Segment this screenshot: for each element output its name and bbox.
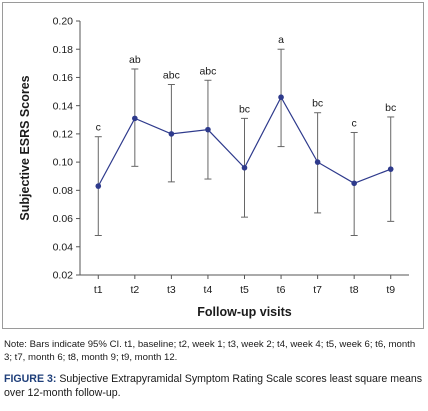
significance-letter: c: [96, 122, 101, 134]
data-point: [168, 131, 175, 137]
figure-caption-label: FIGURE 3:: [4, 373, 57, 385]
significance-letter: bc: [385, 102, 396, 114]
y-tick-label: 0.08: [53, 185, 74, 197]
x-tick-label: t6: [277, 284, 286, 296]
y-tick-label: 0.10: [53, 157, 74, 169]
significance-letter: c: [352, 117, 357, 129]
y-tick-label: 0.06: [53, 213, 74, 225]
significance-letter: abc: [199, 65, 216, 77]
data-point: [278, 94, 284, 100]
data-point: [205, 126, 211, 133]
y-tick-label: 0.18: [53, 44, 74, 56]
y-tick-label: 0.16: [53, 72, 74, 84]
figure-frame: 0.02 0.04 0.06 0.08 0.10 0.12 0.14 0.16 0.18 0.20…: [2, 2, 424, 329]
x-tick-label: t1: [94, 284, 103, 296]
data-point: [132, 115, 138, 122]
figure-note: Note: Bars indicate 95% CI. t1, baseline…: [4, 339, 416, 363]
y-tick-label: 0.12: [53, 128, 74, 140]
significance-letter: abc: [163, 70, 180, 82]
x-tick-label: t3: [167, 284, 176, 296]
data-point: [387, 166, 394, 172]
figure-caption: FIGURE 3: Subjective Extrapyramidal Symp…: [4, 372, 424, 400]
x-tick-label: t2: [130, 284, 139, 296]
x-tick-label: t5: [240, 284, 249, 296]
y-axis-title: Subjective ESRS Scores: [18, 75, 32, 220]
esrs-line-chart: 0.02 0.04 0.06 0.08 0.10 0.12 0.14 0.16 0.18 0.20…: [18, 16, 409, 319]
x-tick-label: t7: [313, 284, 322, 296]
data-point: [241, 164, 248, 171]
data-point: [95, 183, 102, 189]
x-tick-label: t4: [204, 284, 213, 296]
data-point: [351, 180, 357, 187]
significance-letter: bc: [239, 103, 250, 115]
x-axis-title: Follow-up visits: [197, 305, 291, 319]
significance-letter: a: [278, 34, 284, 46]
significance-letter: bc: [312, 98, 323, 110]
figure-caption-text: Subjective Extrapyramidal Symptom Rating…: [4, 373, 423, 399]
x-tick-label: t8: [350, 284, 359, 296]
x-tick-label: t9: [386, 284, 395, 296]
significance-letter: ab: [129, 54, 141, 66]
data-point: [314, 159, 321, 165]
y-tick-label: 0.20: [53, 16, 74, 28]
y-tick-label: 0.04: [53, 241, 74, 253]
y-tick-label: 0.02: [53, 270, 74, 282]
y-tick-label: 0.14: [53, 100, 74, 112]
